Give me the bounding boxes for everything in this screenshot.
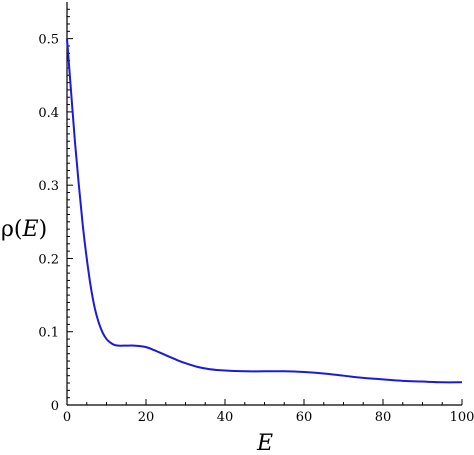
y-axis-title-prefix: ρ( [1, 217, 23, 242]
axes [66, 2, 462, 406]
y-axis-title-variable: E [22, 217, 39, 242]
x-tick-label: 0 [63, 410, 71, 425]
y-tick-label: 0.4 [38, 106, 59, 121]
x-tick-label: 60 [296, 410, 313, 425]
x-tick-label: 100 [450, 410, 474, 425]
x-axis-title: E [256, 431, 273, 455]
y-tick-label: 0.1 [38, 326, 59, 341]
x-tick-label: 20 [138, 410, 155, 425]
y-tick-label: 0 [51, 399, 59, 414]
y-axis-title-suffix: ) [39, 217, 48, 242]
ticks: 0 20 40 60 80 100 0 0.1 0.2 0.3 0.4 0.5 [38, 8, 474, 425]
density-curve [66, 38, 463, 384]
y-axis-title: ρ(E) [1, 217, 47, 242]
x-tick-label: 80 [375, 410, 392, 425]
y-tick-label: 0.5 [38, 33, 59, 48]
y-tick-label: 0.2 [38, 252, 59, 267]
series-layer [66, 38, 463, 384]
y-tick-label: 0.3 [38, 179, 59, 194]
x-tick-label: 40 [217, 410, 234, 425]
